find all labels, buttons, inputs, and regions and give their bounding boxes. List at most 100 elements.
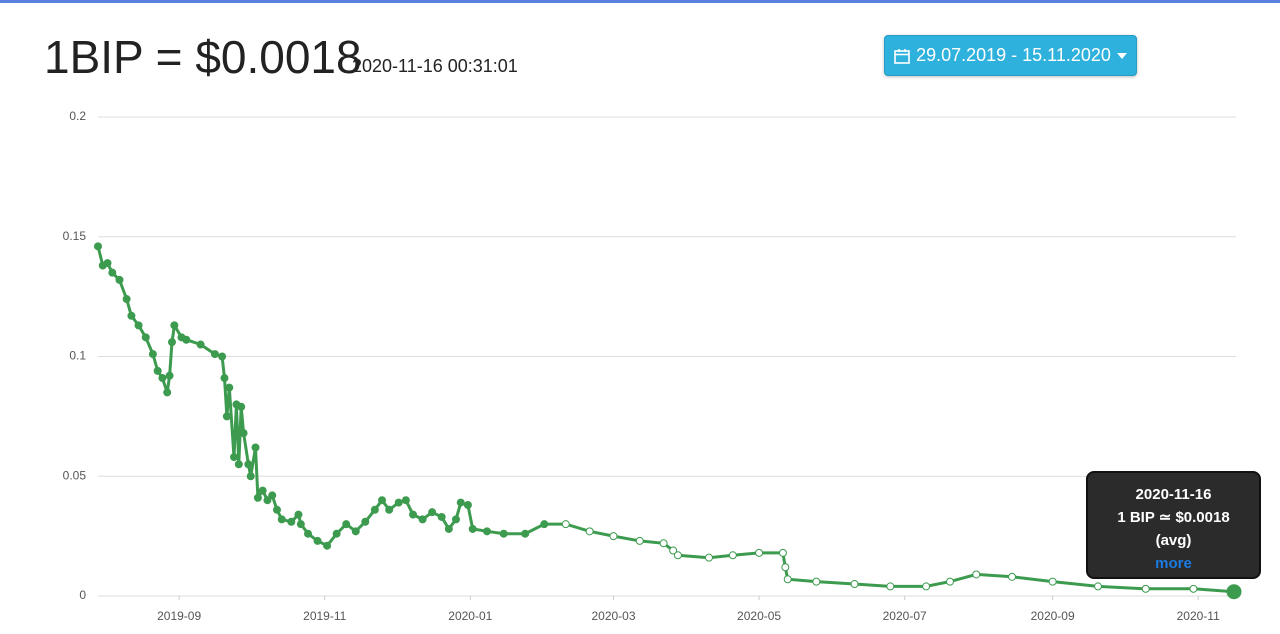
point <box>351 527 360 536</box>
point <box>444 524 453 533</box>
top-bar <box>0 0 1280 3</box>
point <box>468 524 477 533</box>
price-line <box>96 245 1235 594</box>
point <box>182 335 191 344</box>
tooltip: 2020-11-16 1 BIP ≃ $0.0018 (avg) more <box>1086 471 1261 579</box>
point <box>812 577 821 586</box>
point <box>237 402 246 411</box>
point <box>886 582 895 591</box>
timestamp: 2020-11-16 00:31:01 <box>352 56 518 76</box>
point <box>277 515 286 524</box>
point <box>230 453 239 462</box>
point <box>1008 572 1017 581</box>
point <box>635 536 644 545</box>
y-tick-label: 0.15 <box>63 229 87 243</box>
point <box>210 350 219 359</box>
point <box>218 352 227 361</box>
point <box>268 491 277 500</box>
y-tick-label: 0.1 <box>69 349 86 363</box>
point <box>972 570 981 579</box>
point <box>483 527 492 536</box>
point <box>158 374 167 383</box>
point <box>153 366 162 375</box>
point <box>253 493 262 502</box>
point <box>272 505 281 514</box>
point <box>409 510 418 519</box>
point <box>246 472 255 481</box>
point <box>1093 582 1102 591</box>
point <box>94 242 102 251</box>
point <box>946 577 954 586</box>
point <box>755 548 764 557</box>
y-tick-label: 0.05 <box>63 468 87 482</box>
point <box>540 520 549 529</box>
x-tick-label: 2020-05 <box>737 609 781 623</box>
point <box>659 539 668 548</box>
point <box>165 371 174 380</box>
point <box>196 340 205 349</box>
point <box>148 350 157 359</box>
point <box>222 412 231 421</box>
y-tick-label: 0 <box>79 588 86 602</box>
point <box>122 295 131 304</box>
x-tick-label: 2020-07 <box>883 609 927 623</box>
point <box>585 527 594 536</box>
point <box>704 553 713 562</box>
point <box>401 496 410 505</box>
point <box>1048 577 1057 586</box>
point <box>263 496 272 505</box>
caret <box>1116 52 1127 59</box>
point <box>850 580 859 589</box>
point <box>394 498 403 507</box>
x-tick-label: 2019-11 <box>303 609 346 623</box>
tooltip-date: 2020-11-16 <box>1135 486 1212 503</box>
point <box>451 515 460 524</box>
x-tick-label: 2020-01 <box>448 609 492 623</box>
x-tick-label: 2020-03 <box>591 609 635 623</box>
point <box>370 505 379 514</box>
point <box>134 321 143 330</box>
point <box>251 443 260 452</box>
point <box>108 268 117 277</box>
point <box>1141 584 1150 593</box>
point <box>234 460 243 469</box>
point <box>163 388 172 397</box>
point <box>499 529 508 538</box>
point <box>385 505 394 514</box>
point <box>778 548 787 557</box>
point <box>922 582 931 591</box>
point <box>609 532 618 541</box>
point <box>258 486 267 495</box>
point <box>361 517 370 526</box>
calendar-icon <box>894 48 910 64</box>
point <box>239 429 248 438</box>
x-tick-label: 2020-09 <box>1031 609 1075 623</box>
point <box>456 498 465 507</box>
point <box>669 546 678 555</box>
date-range-button[interactable]: 29.07.2019 - 15.11.2020 <box>884 35 1137 76</box>
point <box>304 529 313 538</box>
point <box>561 520 570 529</box>
point <box>170 321 179 330</box>
point <box>521 529 530 538</box>
point <box>115 275 124 284</box>
point <box>127 311 136 320</box>
point <box>437 512 446 521</box>
point <box>294 510 303 519</box>
x-tick-label: 2019-09 <box>157 609 201 623</box>
point <box>287 517 296 526</box>
point <box>323 541 332 550</box>
tooltip-note: (avg) <box>1155 532 1192 549</box>
point <box>673 551 682 560</box>
point <box>167 338 176 347</box>
point <box>1189 584 1198 593</box>
price: 1BIP = $0.0018 <box>44 31 362 83</box>
point <box>244 460 253 469</box>
tooltip-text: 1 BIP ≃ $0.0018 <box>1117 509 1230 526</box>
tooltip-link[interactable]: more <box>1155 555 1192 572</box>
y-tick-label: 0.2 <box>69 109 86 123</box>
point <box>378 496 386 505</box>
point <box>1226 584 1242 600</box>
